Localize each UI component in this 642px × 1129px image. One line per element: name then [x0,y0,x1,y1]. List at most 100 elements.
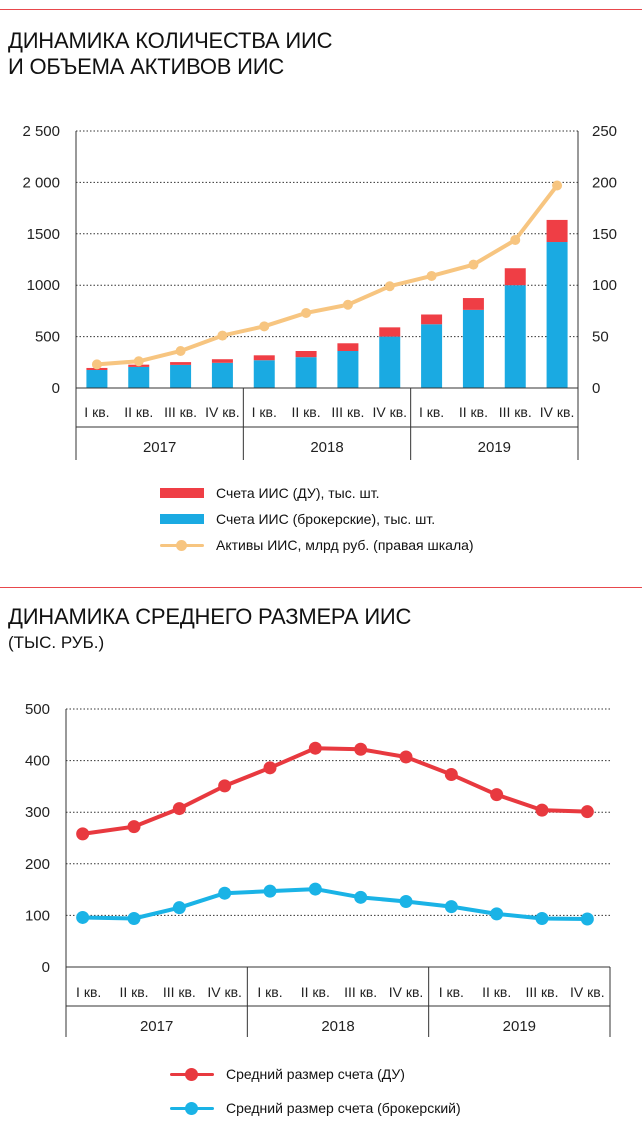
legend-broker-swatch [160,514,204,524]
line-assets [96,184,559,367]
y-tick-label: 0 [42,959,50,976]
group-label: 2019 [478,439,511,456]
chart1-plot: 0 500 1000 1500 2 000 2 500 0 50 100 150 200 250 I к… [22,123,617,460]
x-tick-label: II кв. [124,404,153,420]
y-tick-label: 300 [25,804,50,821]
legend-broker-size-dot [185,1102,198,1115]
y-tick-label: 100 [25,907,50,924]
legend-du-label: Счета ИИС (ДУ), тыс. шт. [216,485,380,501]
bar-broker [462,309,484,388]
chart2-legend: Средний размер счета (ДУ) Средний размер… [170,1062,610,1122]
point-du [172,802,186,816]
bar-broker [504,285,526,388]
line-du [82,746,588,836]
x-tick-label: IV кв. [205,404,240,420]
x-tick-label: III кв. [331,404,364,420]
bar-broker [211,362,233,388]
legend-broker-size-label: Средний размер счета (брокерский) [226,1100,461,1116]
point-broker [308,882,322,896]
bar-broker [421,324,443,388]
point-broker [127,911,141,925]
bar-du [295,350,317,358]
bar-du [462,298,484,310]
middle-rule [0,587,642,588]
group-label: 2018 [321,1018,354,1035]
x-tick-label: II кв. [301,984,330,1000]
point-du [354,742,368,756]
point-du [218,779,232,793]
point-assets [217,330,228,341]
point-broker [218,886,232,900]
x-tick-label: III кв. [525,984,558,1000]
chart2-plot: 0 100 200 300 400 500 I кв. II кв. III кв. IV кв.… [25,701,611,1037]
y-tick-label: 400 [25,753,50,770]
y-tick-label: 500 [35,329,60,346]
x-tick-label: II кв. [482,984,511,1000]
y2-tick-label: 100 [592,277,617,294]
point-assets [552,180,563,191]
y-tick-label: 1500 [27,226,60,243]
point-broker [172,901,186,915]
legend-du-size-label: Средний размер счета (ДУ) [226,1066,405,1082]
x-tick-label: II кв. [459,404,488,420]
x-tick-label: II кв. [119,984,148,1000]
y2-tick-label: 250 [592,123,617,140]
bar-broker [337,350,359,388]
y-tick-label: 500 [25,701,50,718]
point-broker [444,900,458,914]
chart1-title: ДИНАМИКА КОЛИЧЕСТВА ИИС И ОБЪЕМА АКТИВОВ… [8,28,338,80]
point-broker [76,910,90,924]
group-label: 2017 [143,439,176,456]
x-tick-label: I кв. [84,404,109,420]
point-assets [510,234,521,245]
point-assets [342,299,353,310]
point-du [490,788,504,802]
point-assets [175,345,186,356]
y2-tick-label: 50 [592,329,609,346]
point-assets [468,259,479,270]
legend-assets-dot [176,540,187,551]
x-tick-label: IV кв. [372,404,407,420]
x-tick-label: I кв. [419,404,444,420]
x-tick-label: II кв. [292,404,321,420]
group-label: 2019 [503,1018,536,1035]
group-label: 2017 [140,1018,173,1035]
x-tick-label: III кв. [499,404,532,420]
bar-du [170,362,192,365]
bar-du [337,343,359,351]
bar-broker [253,360,275,388]
point-broker [490,907,504,921]
x-tick-label: I кв. [76,984,101,1000]
x-tick-label: III кв. [163,984,196,1000]
chart2-title: ДИНАМИКА СРЕДНЕГО РАЗМЕРА ИИС [8,604,568,630]
bar-broker [546,242,568,388]
chart2-subtitle: (ТЫС. РУБ.) [8,633,104,653]
y-tick-label: 0 [52,380,60,397]
bar-du [504,268,526,286]
top-rule [0,9,642,10]
y-tick-label: 2 000 [22,174,60,191]
bar-du [253,355,275,361]
chart2-subtitle-text: (ТЫС. РУБ.) [8,633,105,652]
point-assets [133,356,144,367]
bar-du [379,327,401,337]
legend-broker-label: Счета ИИС (брокерские), тыс. шт. [216,511,436,527]
point-broker [354,890,368,904]
point-broker [263,884,277,898]
bar-du [546,219,568,243]
y2-tick-label: 0 [592,380,600,397]
chart2-title-text: ДИНАМИКА СРЕДНЕГО РАЗМЕРА ИИС [8,604,412,629]
y-tick-label: 2 500 [22,123,60,140]
group-label: 2018 [310,439,343,456]
point-broker [399,894,413,908]
x-tick-label: IV кв. [207,984,242,1000]
y-tick-label: 1000 [27,277,60,294]
y-tick-label: 200 [25,856,50,873]
bar-broker [170,364,192,388]
chart1-title-text: ДИНАМИКА КОЛИЧЕСТВА ИИС И ОБЪЕМА АКТИВОВ… [8,28,333,79]
point-du [263,761,277,775]
legend-assets-label: Активы ИИС, млрд руб. (правая шкала) [216,537,474,553]
x-tick-label: IV кв. [570,984,605,1000]
point-assets [384,281,395,292]
point-du [399,750,413,764]
